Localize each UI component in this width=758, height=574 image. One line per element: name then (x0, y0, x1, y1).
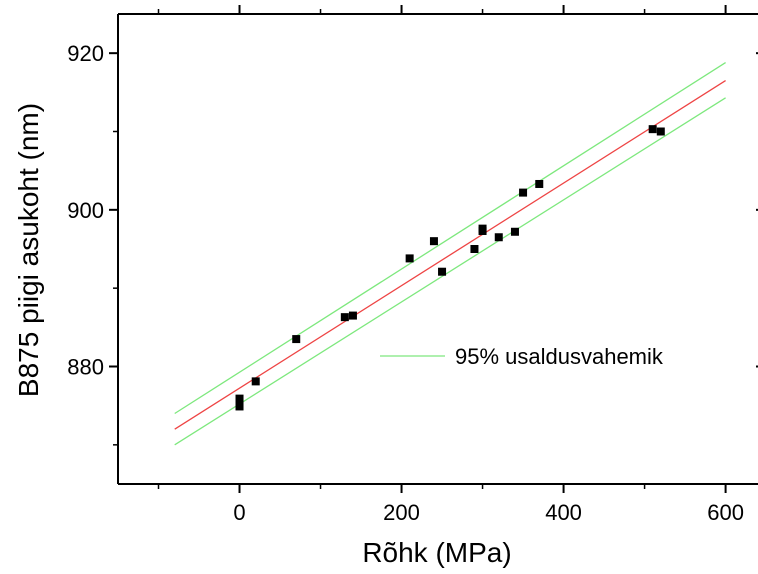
data-point (510, 227, 519, 236)
data-point (656, 127, 665, 136)
x-tick-label: 0 (233, 500, 245, 525)
data-point (235, 394, 244, 403)
data-point (535, 179, 544, 188)
data-point (348, 311, 357, 320)
data-point (478, 224, 487, 233)
axis-ticks (109, 5, 758, 493)
y-tick-label: 880 (67, 355, 104, 380)
data-point (648, 125, 657, 134)
data-point (470, 245, 479, 253)
y-axis-title: B875 piigi asukoht (nm) (13, 103, 44, 397)
y-tick-label: 900 (67, 198, 104, 223)
x-tick-label: 200 (383, 500, 420, 525)
data-point (405, 254, 414, 263)
fit-line (174, 80, 726, 430)
plot-frame (117, 13, 758, 485)
confidence-band-upper (174, 62, 726, 415)
x-tick-label: 400 (545, 500, 582, 525)
data-point (235, 402, 244, 411)
data-point (519, 188, 528, 197)
legend-label: 95% usaldusvahemik (455, 344, 664, 369)
tick-labels: 0 200 400 600 880 900 920 (67, 41, 744, 525)
data-points (235, 125, 665, 411)
y-tick-label: 920 (67, 41, 104, 66)
x-tick-label: 600 (707, 500, 744, 525)
fit-lines (174, 62, 726, 446)
data-point (340, 313, 349, 322)
legend: 95% usaldusvahemik (380, 344, 664, 369)
data-point (251, 377, 260, 386)
data-point (292, 335, 301, 344)
data-point (494, 233, 503, 242)
data-point (429, 237, 438, 246)
confidence-band-lower (174, 97, 726, 446)
x-axis-title: Rõhk (MPa) (362, 537, 511, 568)
data-point (438, 267, 447, 276)
